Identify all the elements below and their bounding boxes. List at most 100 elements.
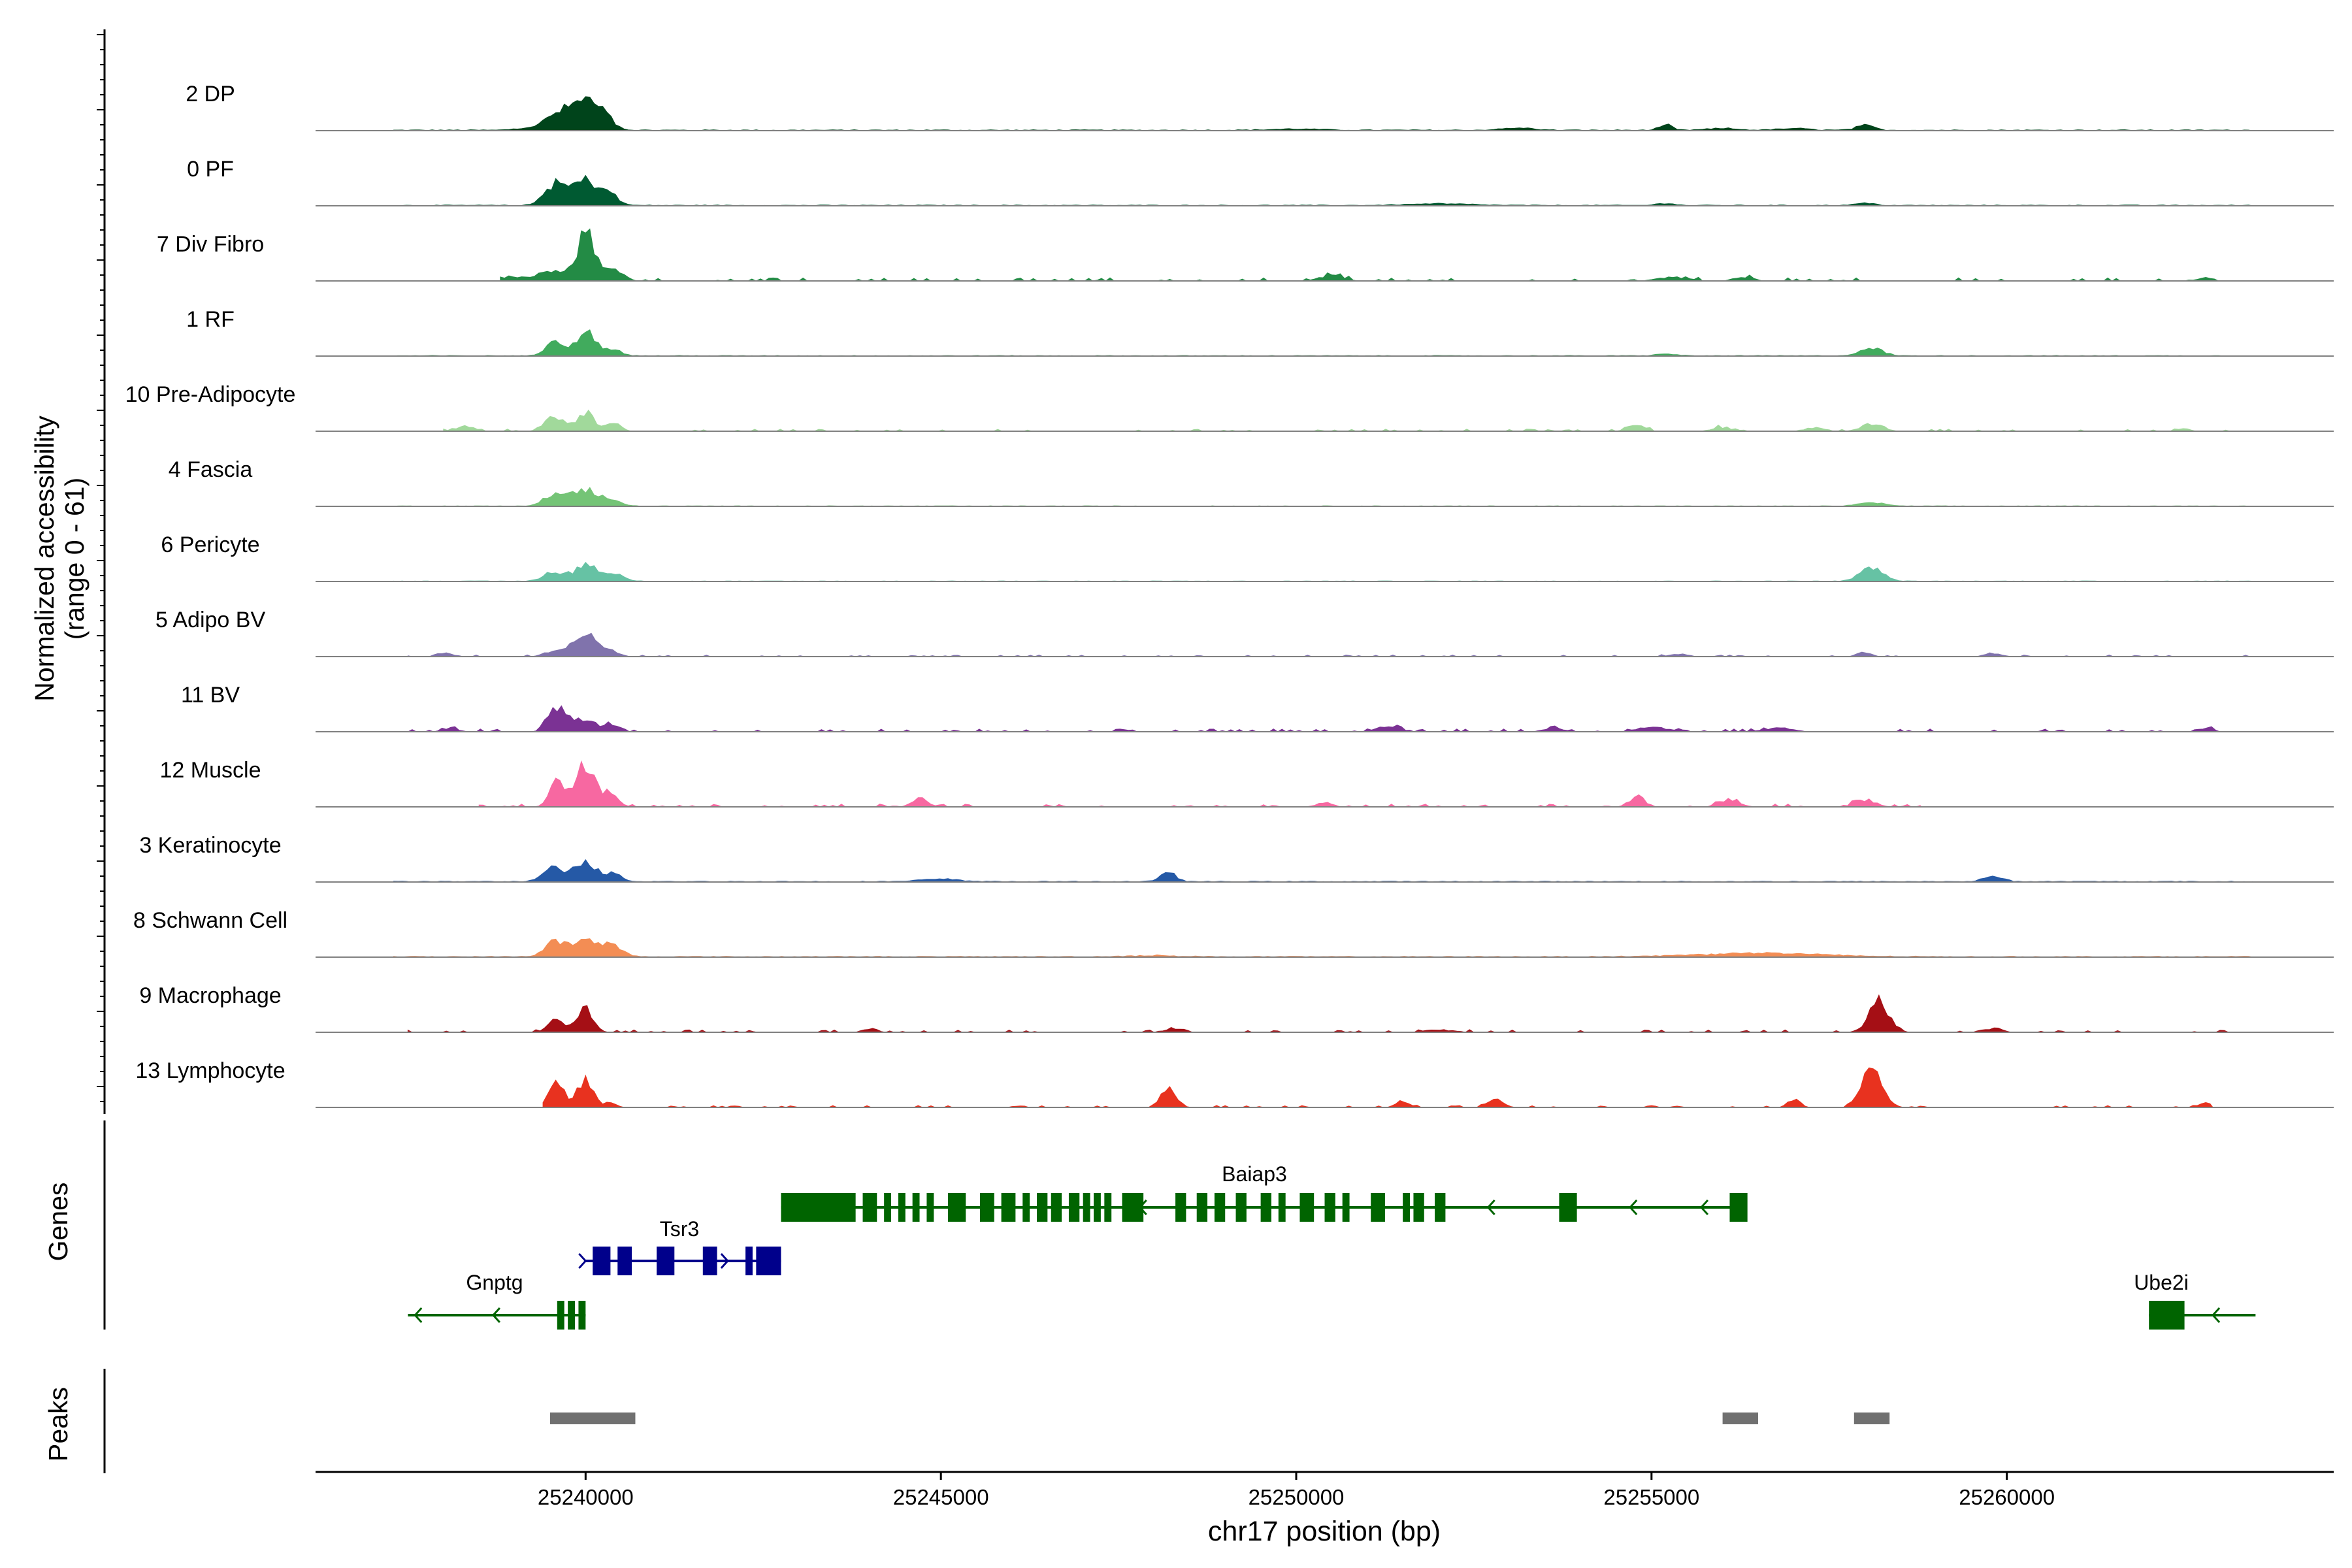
gene-exon	[862, 1193, 877, 1222]
gene-exon	[657, 1247, 675, 1275]
coverage-area	[407, 632, 2256, 657]
coverage-tracks	[316, 96, 2334, 1108]
coverage-area	[542, 1067, 2214, 1108]
gene-exon	[1260, 1193, 1271, 1222]
track-12	[316, 938, 2334, 958]
gene-exon	[557, 1301, 564, 1330]
gene-exon	[1175, 1193, 1186, 1222]
x-tick-label: 25245000	[893, 1485, 989, 1509]
gene-exon	[617, 1247, 632, 1275]
track-5	[316, 410, 2334, 432]
gene-exon	[1342, 1193, 1350, 1222]
track-7	[316, 562, 2334, 582]
gene-exon	[1036, 1193, 1048, 1222]
track-label: 9 Macrophage	[139, 983, 281, 1008]
x-tick-label: 25260000	[1959, 1485, 2055, 1509]
gene-exon	[1559, 1193, 1577, 1222]
x-tick-label: 25255000	[1603, 1485, 1699, 1509]
gene-label: Ube2i	[2134, 1271, 2189, 1294]
coverage-area	[393, 174, 2256, 206]
gene-exon	[1083, 1193, 1090, 1222]
track-6	[316, 487, 2334, 507]
x-axis: 25240000 25245000 25250000 25255000 25260000	[316, 1471, 2334, 1509]
track-label: 3 Keratinocyte	[139, 833, 281, 858]
track-2	[316, 174, 2334, 206]
coverage-area	[407, 994, 2256, 1033]
track-label: 7 Div Fibro	[157, 232, 264, 257]
strand-arrow	[491, 1307, 501, 1324]
gene-exon	[1413, 1193, 1424, 1222]
track-label: 13 Lymphocyte	[135, 1058, 285, 1083]
peaks-panel	[103, 1369, 1890, 1473]
gene-baiap3: Baiap3	[781, 1162, 1748, 1222]
peak-region	[1722, 1413, 1758, 1424]
gene-exon	[1001, 1193, 1016, 1222]
gene-exon	[578, 1301, 586, 1330]
y-axis	[97, 29, 106, 1114]
track-label: 2 DP	[186, 82, 235, 106]
track-9	[316, 705, 2334, 732]
gene-exon	[1371, 1193, 1385, 1222]
strand-arrow	[2212, 1307, 2221, 1324]
track-label: 4 Fascia	[169, 457, 253, 482]
track-label: 1 RF	[186, 307, 235, 332]
gene-exon	[1214, 1193, 1226, 1222]
strand-arrow	[414, 1307, 423, 1324]
track-13	[316, 994, 2334, 1033]
strand-arrow	[578, 1252, 587, 1269]
track-8	[316, 632, 2334, 657]
gene-exon	[756, 1247, 781, 1275]
gene-exon	[702, 1247, 717, 1275]
coverage-area	[500, 228, 2220, 282]
strand-arrow	[720, 1252, 729, 1269]
gene-exon	[1299, 1193, 1315, 1222]
track-label: 0 PF	[187, 157, 234, 182]
gene-label: Tsr3	[660, 1217, 699, 1241]
coverage-area	[393, 96, 2256, 131]
gene-exon	[948, 1193, 966, 1222]
gene-exon	[1278, 1193, 1286, 1222]
gene-exon	[979, 1193, 994, 1222]
coverage-area	[478, 760, 1923, 808]
gene-exon	[593, 1247, 611, 1275]
x-axis-title: chr17 position (bp)	[1208, 1516, 1441, 1547]
track-1	[316, 96, 2334, 131]
strand-arrow	[1629, 1199, 1638, 1216]
gene-ube2i: Ube2i	[2134, 1271, 2256, 1330]
x-tick-label: 25240000	[538, 1485, 634, 1509]
coverage-area	[443, 410, 2256, 432]
strand-arrow	[1699, 1199, 1709, 1216]
gene-exon	[745, 1247, 753, 1275]
gene-exon	[884, 1193, 892, 1222]
y-axis-title-line1: Normalized accessibility	[29, 416, 59, 702]
track-11	[316, 859, 2334, 883]
track-14	[316, 1067, 2334, 1108]
gene-annotation-panel: Baiap3 Tsr3 Gnptg Ube2i	[103, 1120, 2256, 1330]
gene-exon	[1235, 1193, 1247, 1222]
track-label: 10 Pre-Adipocyte	[125, 382, 296, 407]
gene-exon	[926, 1193, 934, 1222]
gene-exon	[2149, 1301, 2185, 1330]
gene-exon	[1104, 1193, 1112, 1222]
gene-exon	[1196, 1193, 1208, 1222]
gene-gnptg: Gnptg	[408, 1271, 586, 1330]
track-labels: 2 DP 0 PF 7 Div Fibro 1 RF 10 Pre-Adipocyte 4…	[125, 82, 296, 1083]
coverage-area	[393, 938, 2256, 958]
gene-exon	[1051, 1193, 1062, 1222]
track-10	[316, 760, 2334, 808]
peak-region	[549, 1413, 636, 1424]
gene-exon	[1094, 1193, 1101, 1222]
gene-label: Gnptg	[466, 1271, 523, 1294]
track-label: 8 Schwann Cell	[133, 908, 287, 933]
gene-exon	[912, 1193, 920, 1222]
gene-exon	[1435, 1193, 1446, 1222]
gene-label: Baiap3	[1222, 1162, 1287, 1186]
gene-exon	[781, 1193, 856, 1222]
strand-arrow	[1138, 1199, 1147, 1216]
gene-exon	[1324, 1193, 1335, 1222]
track-label: 11 BV	[181, 683, 240, 708]
coverage-area	[393, 859, 2256, 883]
track-4	[316, 329, 2334, 357]
peaks-panel-label: Peaks	[43, 1387, 73, 1462]
